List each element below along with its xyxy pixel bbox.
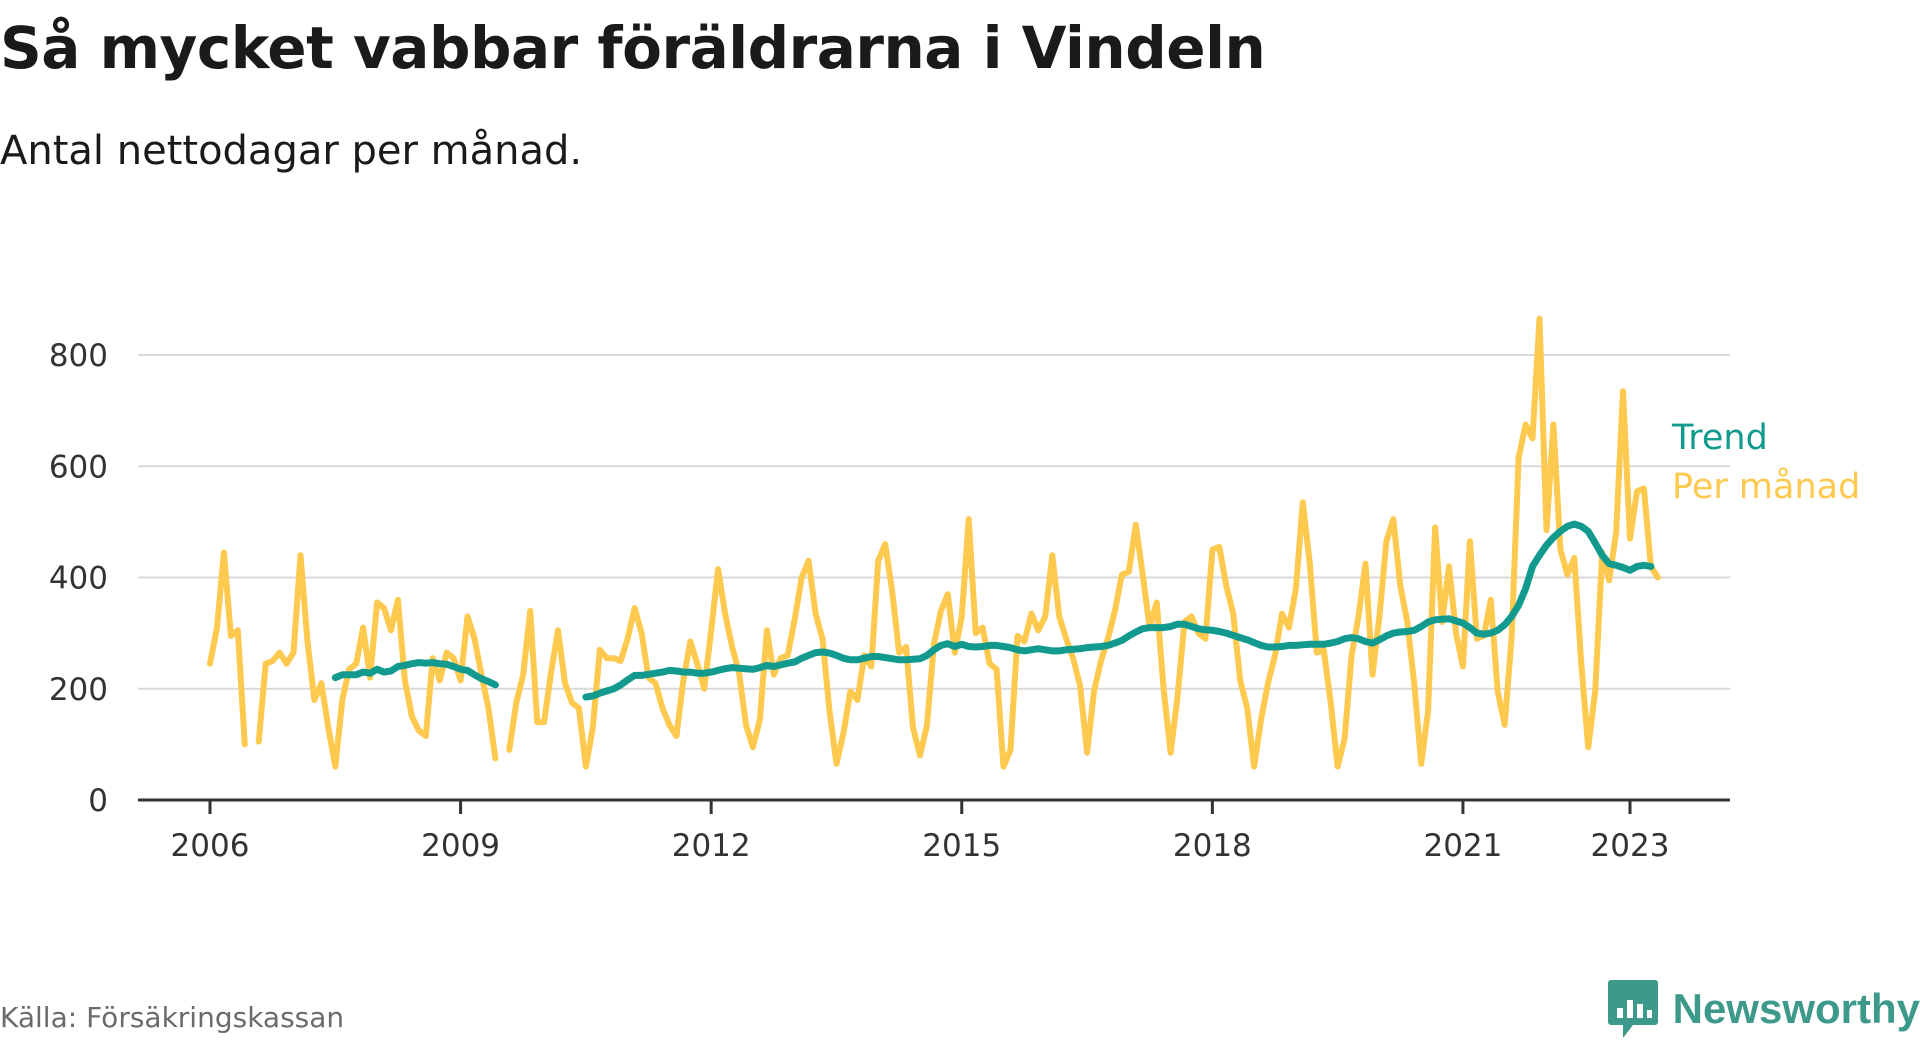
- newsworthy-logo-icon: [1607, 980, 1658, 1038]
- series-per-manad-segment-1: [207, 549, 248, 748]
- y-tick-label-800: 800: [49, 338, 108, 374]
- series-trend-segment-1: [331, 659, 499, 689]
- series-label-trend: Trend: [1671, 418, 1768, 458]
- series-per-manad-segment-3: [506, 315, 1661, 770]
- x-tick-label-2015: 2015: [922, 828, 1001, 864]
- x-axis: 2006 2009 2012 2015 2018 2021 2023: [138, 798, 1730, 864]
- gridlines: [138, 354, 1730, 690]
- x-tick-label-2012: 2012: [672, 828, 751, 864]
- brand-logo: Newsworthy: [1607, 978, 1920, 1040]
- x-tick-label-2021: 2021: [1423, 828, 1502, 864]
- source-note: Källa: Försäkringskassan: [0, 1001, 345, 1034]
- series-trend: [331, 520, 1655, 701]
- series-label-per-manad: Per månad: [1672, 466, 1860, 507]
- x-tick-label-2009: 2009: [421, 828, 500, 864]
- y-tick-label-0: 0: [88, 783, 108, 819]
- y-axis-tick-labels: 0 200 400 600 800: [49, 338, 108, 819]
- series-per-manad: [207, 315, 1661, 770]
- chart-subtitle: Antal nettodagar per månad.: [0, 128, 583, 174]
- y-tick-label-400: 400: [49, 561, 108, 597]
- series-labels: Per månad Trend: [1671, 418, 1860, 507]
- chart-title: Så mycket vabbar föräldrarna i Vindeln: [0, 14, 1266, 82]
- x-tick-label-2018: 2018: [1173, 828, 1252, 864]
- y-tick-label-200: 200: [49, 672, 108, 708]
- x-tick-label-2006: 2006: [171, 828, 250, 864]
- y-tick-label-600: 600: [49, 449, 108, 485]
- series-per-manad-segment-2: [255, 552, 499, 770]
- series-trend-segment-2: [582, 520, 1655, 701]
- x-tick-label-2023: 2023: [1591, 828, 1670, 864]
- series-lines: [207, 315, 1661, 770]
- brand-name: Newsworthy: [1672, 985, 1920, 1032]
